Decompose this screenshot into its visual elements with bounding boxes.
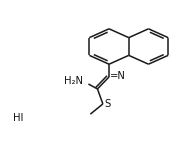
Text: S: S: [104, 99, 110, 109]
Text: H₂N: H₂N: [64, 76, 83, 86]
Text: HI: HI: [13, 113, 23, 123]
Text: =N: =N: [110, 71, 126, 81]
